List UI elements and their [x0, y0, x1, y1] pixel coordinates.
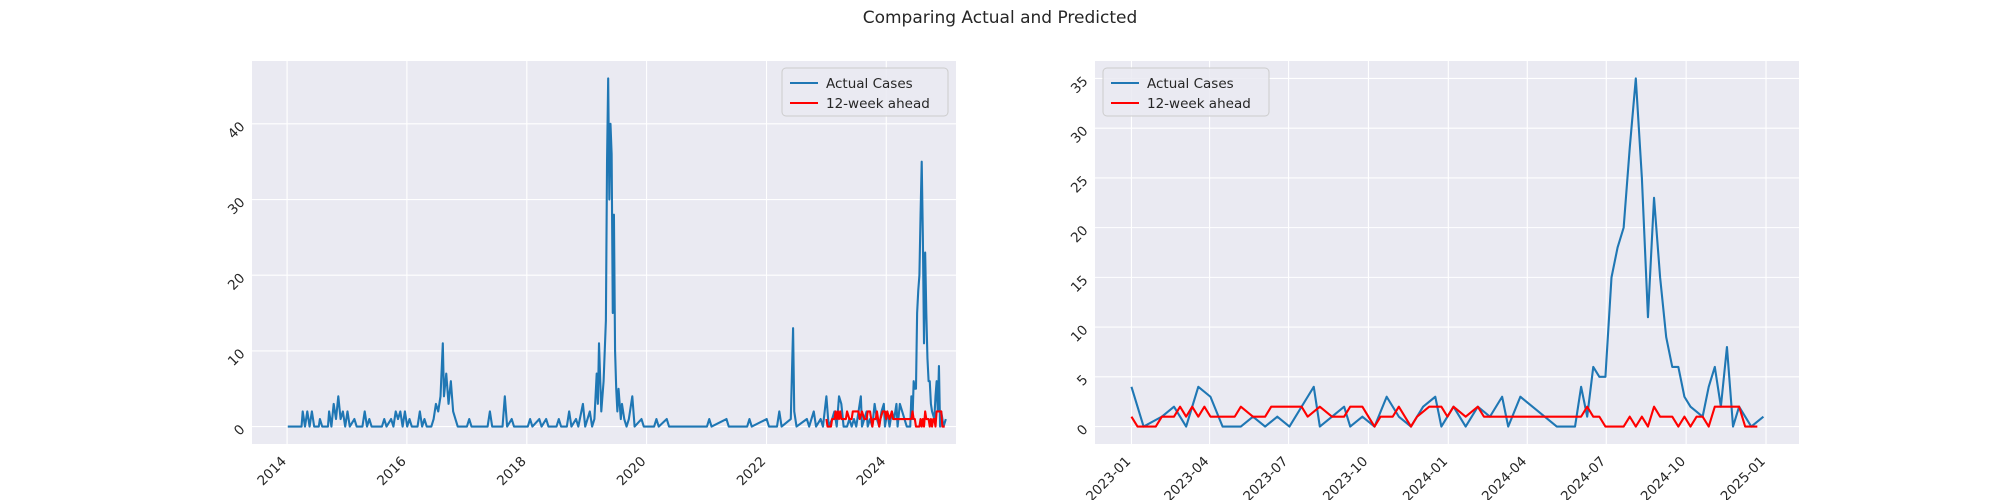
legend-frame	[781, 67, 949, 117]
x-tick-label: 2024-07	[1558, 454, 1609, 500]
plot-area	[1095, 61, 1799, 444]
y-tick-label: 5	[1074, 372, 1091, 389]
y-tick-label: 0	[1074, 422, 1091, 439]
x-tick-label: 2025-01	[1718, 454, 1769, 500]
x-tick-label: 2016	[374, 454, 410, 490]
x-tick-label: 2024-01	[1400, 454, 1451, 500]
right-chart: 2023-01 2023-04 2023-07 2023-10 2024-01 2024-…	[1068, 61, 1799, 500]
legend-frame	[1102, 67, 1270, 117]
legend-label: Actual Cases	[1147, 76, 1234, 92]
x-tick-label: 2024-10	[1638, 454, 1689, 500]
left-chart: 2014 2016 2018 2020 2022 2024 0 10 20 30 40 Actual …	[225, 61, 956, 489]
legend: Actual Cases 12-week ahead	[781, 67, 949, 117]
x-tick-label: 2024-04	[1479, 454, 1530, 500]
y-tick-label: 30	[1068, 123, 1091, 146]
legend-label: 12-week ahead	[826, 96, 930, 112]
y-tick-label: 40	[225, 119, 248, 142]
x-tick-label: 2022	[734, 454, 770, 490]
y-tick-label: 20	[1068, 223, 1091, 246]
y-tick-label: 30	[225, 195, 248, 218]
x-tick-label: 2020	[614, 454, 650, 490]
legend-label: 12-week ahead	[1147, 96, 1251, 112]
predicted-line	[1130, 405, 1758, 428]
y-tick-label: 0	[231, 422, 248, 439]
x-tick-label: 2023-01	[1083, 454, 1134, 500]
y-tick-label: 20	[225, 270, 248, 293]
actual-cases-line	[1130, 77, 1765, 428]
x-tick-label: 2023-10	[1320, 454, 1371, 500]
legend-label: Actual Cases	[826, 76, 913, 92]
y-tick-label: 10	[1068, 322, 1091, 345]
x-tick-label: 2014	[254, 454, 290, 490]
x-tick-label: 2023-04	[1161, 454, 1212, 500]
x-tick-label: 2024	[853, 454, 889, 490]
y-tick-label: 25	[1068, 173, 1091, 196]
y-tick-label: 10	[225, 346, 248, 369]
y-tick-label: 15	[1068, 272, 1091, 295]
y-tick-label: 35	[1068, 73, 1091, 96]
figure-title: Comparing Actual and Predicted	[862, 8, 1138, 28]
x-tick-label: 2023-07	[1240, 454, 1291, 500]
x-tick-label: 2018	[494, 454, 530, 490]
legend: Actual Cases 12-week ahead	[1102, 67, 1270, 117]
predicted-line	[825, 410, 945, 428]
